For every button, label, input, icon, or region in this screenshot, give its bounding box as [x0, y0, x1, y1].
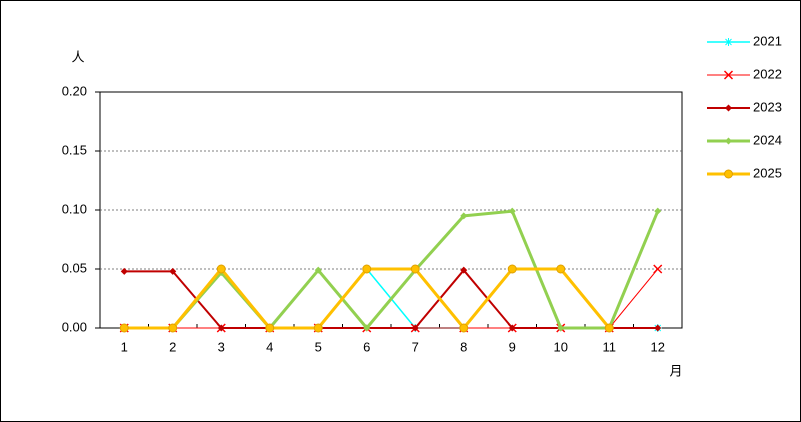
marker — [508, 207, 516, 215]
x-tick-label: 1 — [121, 339, 128, 354]
x-tick-label: 11 — [603, 339, 617, 354]
x-tick-label: 12 — [651, 339, 665, 354]
marker — [460, 266, 468, 274]
y-tick-label: 0.10 — [62, 201, 87, 216]
legend-marker — [723, 70, 734, 80]
marker — [410, 264, 420, 274]
marker — [460, 212, 468, 220]
legend-label: 2025 — [753, 165, 782, 180]
x-tick-label: 6 — [363, 339, 370, 354]
marker — [120, 267, 128, 275]
x-tick-label: 8 — [460, 339, 467, 354]
legend-marker — [724, 169, 733, 179]
marker — [363, 324, 371, 332]
marker — [313, 323, 323, 333]
marker — [507, 264, 517, 274]
marker — [557, 324, 565, 332]
y-axis-label: 人 — [71, 49, 84, 64]
marker — [119, 323, 129, 333]
y-tick-label: 0.15 — [62, 142, 87, 157]
x-tick-label: 4 — [266, 339, 273, 354]
x-tick-label: 7 — [412, 339, 419, 354]
y-tick-label: 0.20 — [62, 83, 87, 98]
legend-marker — [724, 38, 733, 46]
x-tick-label: 10 — [554, 339, 568, 354]
marker — [216, 264, 226, 274]
marker — [459, 323, 469, 333]
marker — [411, 324, 419, 332]
plot-area — [99, 91, 683, 329]
marker — [265, 323, 275, 333]
legend-marker — [725, 104, 732, 112]
legend-label: 2021 — [753, 33, 782, 48]
marker — [217, 324, 225, 332]
marker — [556, 264, 566, 274]
marker — [654, 207, 662, 215]
series-line — [124, 209, 660, 330]
marker — [168, 323, 178, 333]
x-tick-label: 3 — [218, 339, 225, 354]
y-tick-label: 0.05 — [62, 260, 87, 275]
marker — [314, 266, 322, 274]
x-tick-label: 5 — [315, 339, 322, 354]
x-axis-label: 月 — [669, 363, 682, 378]
x-tick-label: 9 — [509, 339, 516, 354]
marker — [169, 267, 177, 275]
legend-label: 2023 — [753, 99, 782, 114]
marker — [654, 324, 662, 332]
legend-label: 2022 — [753, 66, 782, 81]
marker — [604, 323, 614, 333]
legend-label: 2024 — [753, 132, 782, 147]
y-tick-label: 0.00 — [62, 319, 87, 334]
marker — [653, 264, 663, 274]
marker — [508, 324, 516, 332]
marker — [362, 264, 372, 274]
x-tick-label: 2 — [169, 339, 176, 354]
legend-marker — [725, 137, 732, 145]
